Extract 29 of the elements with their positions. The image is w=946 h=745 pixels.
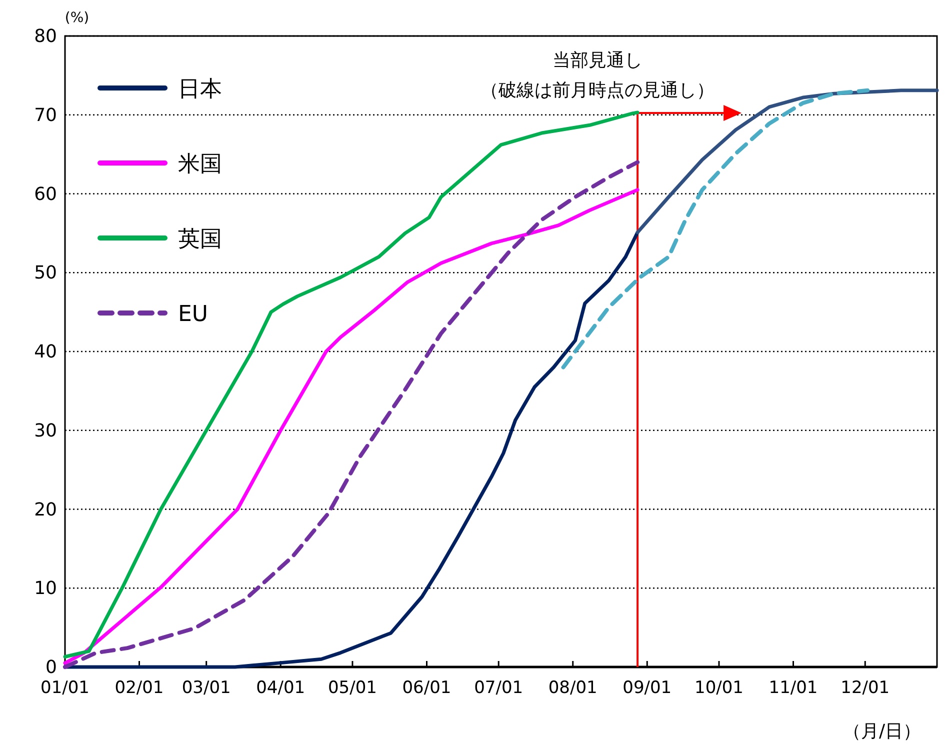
x-tick-label: 06/01 — [402, 678, 452, 698]
x-tick-label: 01/01 — [40, 678, 90, 698]
x-tick-label: 12/01 — [840, 678, 890, 698]
x-tick-label: 09/01 — [622, 678, 672, 698]
y-tick-label: 70 — [34, 104, 57, 126]
legend-label: 日本 — [178, 77, 222, 102]
legend-label: 英国 — [178, 227, 222, 252]
x-tick-label: 04/01 — [256, 678, 306, 698]
x-tick-label: 11/01 — [768, 678, 818, 698]
y-tick-label: 30 — [34, 420, 57, 442]
x-tick-label: 07/01 — [474, 678, 524, 698]
annotation: （破線は前月時点の見通し） — [480, 80, 715, 101]
y-tick-label: 20 — [34, 499, 57, 520]
y-tick-label: 80 — [34, 26, 57, 47]
y-tick-label: 60 — [34, 184, 57, 205]
x-tick-label: 03/01 — [182, 678, 231, 698]
x-tick-label: 08/01 — [548, 678, 598, 698]
legend-label: EU — [178, 302, 208, 327]
y-tick-label: 50 — [34, 262, 57, 284]
ref-line-label: 当部見通し — [552, 50, 643, 71]
y-tick-label: 10 — [34, 578, 57, 600]
legend-label: 米国 — [178, 152, 222, 177]
y-axis-title: (%) — [64, 10, 90, 26]
x-tick-label: 02/01 — [114, 678, 164, 698]
x-axis-title: （月/日） — [842, 721, 922, 742]
x-tick-label: 05/01 — [328, 678, 377, 698]
y-tick-label: 40 — [34, 342, 57, 362]
x-tick-label: 10/01 — [694, 678, 744, 698]
y-tick-label: 0 — [46, 657, 57, 678]
